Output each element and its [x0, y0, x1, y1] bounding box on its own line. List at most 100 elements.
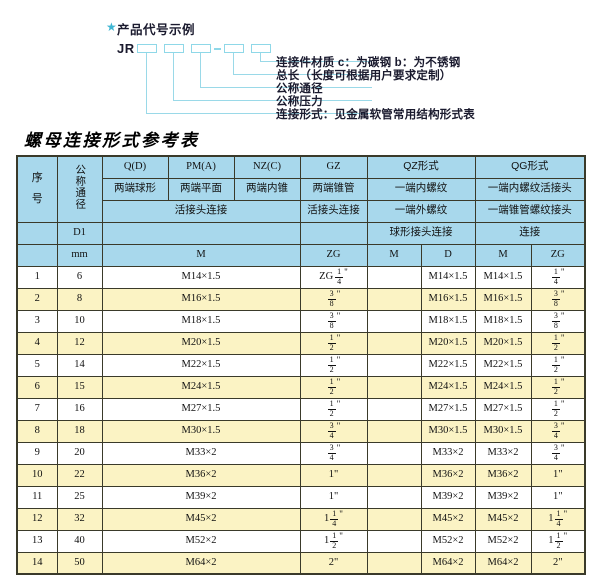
- cell-qz-d: M20×1.5: [420, 331, 476, 355]
- header-desc-gz: 两端锥管: [299, 177, 368, 201]
- cell-qg-zg: 1": [530, 485, 586, 509]
- cell-qz-m: [366, 331, 422, 355]
- cell-seq: 5: [16, 353, 58, 377]
- cell-qz-d: M36×2: [420, 463, 476, 487]
- header-row-units: mm M ZG M D M ZG: [16, 243, 586, 267]
- cell-qz-m: [366, 287, 422, 311]
- code-box-2: [164, 44, 184, 53]
- table-row: 12 32 M45×2 1 1 4 " M45×2 M45×2 1 1 4 ": [16, 507, 586, 531]
- table-row: 4 12 M20×1.5 1 2 " M20×1.5 M20×1.5 1 2 ": [16, 331, 586, 355]
- header-code-q: Q(D): [101, 155, 169, 179]
- header-code-pm: PM(A): [167, 155, 235, 179]
- cell-gz-zg: 1 2 ": [299, 331, 368, 355]
- table-row: 9 20 M33×2 3 4 " M33×2 M33×2 3 4 ": [16, 441, 586, 465]
- header-desc-pm: 两端平面: [167, 177, 235, 201]
- cell-qz-m: [366, 309, 422, 333]
- cell-nominal-dia: 12: [56, 331, 103, 355]
- header-d1-qz: 球形接头连接: [366, 221, 476, 245]
- cell-qg-zg: 1 1 4 ": [530, 507, 586, 531]
- cell-nominal-dia: 16: [56, 397, 103, 421]
- cell-seq: 12: [16, 507, 58, 531]
- table-row: 13 40 M52×2 1 1 2 " M52×2 M52×2 1 1 2 ": [16, 529, 586, 553]
- cell-thread-m: M22×1.5: [101, 353, 301, 377]
- cell-thread-m: M20×1.5: [101, 331, 301, 355]
- cell-thread-m: M36×2: [101, 463, 301, 487]
- header-seq-line1: 序: [31, 172, 43, 185]
- cell-thread-m: M64×2: [101, 551, 301, 575]
- leader-h-3: [200, 87, 372, 89]
- cell-nominal-dia: 22: [56, 463, 103, 487]
- cell-qg-zg: 3 4 ": [530, 441, 586, 465]
- header-d1-blank: [16, 221, 58, 245]
- cell-qz-m: [366, 485, 422, 509]
- cell-qz-m: [366, 529, 422, 553]
- cell-qg-m: M24×1.5: [474, 375, 532, 399]
- header-unit-mm: mm: [56, 243, 103, 267]
- cell-qz-m: [366, 375, 422, 399]
- cell-qz-d: M33×2: [420, 441, 476, 465]
- cell-seq: 1: [16, 265, 58, 289]
- header-d1-gz: [299, 221, 368, 245]
- legend-item-material: 连接件材质 c：为碳钢 b：为不锈钢: [276, 57, 461, 69]
- cell-qg-zg: 1 4 ": [530, 265, 586, 289]
- cell-gz-zg: 3 4 ": [299, 441, 368, 465]
- diagram-title: 产品代号示例: [117, 23, 196, 37]
- leader-h-4: [233, 74, 372, 76]
- cell-qg-m: M45×2: [474, 507, 532, 531]
- code-prefix-label: JR: [117, 41, 135, 56]
- header-desc-qz: 一端内螺纹: [366, 177, 476, 201]
- cell-thread-m: M14×1.5: [101, 265, 301, 289]
- code-box-1: [137, 44, 157, 53]
- cell-thread-m: M27×1.5: [101, 397, 301, 421]
- cell-thread-m: M18×1.5: [101, 309, 301, 333]
- cell-qg-m: M27×1.5: [474, 397, 532, 421]
- cell-thread-m: M52×2: [101, 529, 301, 553]
- code-box-5: [251, 44, 271, 53]
- table-row: 10 22 M36×2 1" M36×2 M36×2 1": [16, 463, 586, 487]
- header-unit-blank: [16, 243, 58, 267]
- header-code-gz: GZ: [299, 155, 368, 179]
- cell-thread-m: M24×1.5: [101, 375, 301, 399]
- cell-nominal-dia: 10: [56, 309, 103, 333]
- legend-item-nominal-pressure: 公称压力: [276, 96, 323, 108]
- cell-seq: 2: [16, 287, 58, 311]
- header-conn-qpmnz: 活接头连接: [101, 199, 301, 223]
- cell-qz-d: M64×2: [420, 551, 476, 575]
- cell-seq: 4: [16, 331, 58, 355]
- cell-thread-m: M45×2: [101, 507, 301, 531]
- cell-nominal-dia: 18: [56, 419, 103, 443]
- cell-nominal-dia: 40: [56, 529, 103, 553]
- header-unit-zg: ZG: [299, 243, 368, 267]
- cell-nominal-dia: 50: [56, 551, 103, 575]
- cell-qz-m: [366, 397, 422, 421]
- legend-item-connection-type: 连接形式：见金属软管常用结构形式表: [276, 109, 475, 121]
- header-seq-line2: 号: [31, 193, 43, 206]
- cell-qg-m: M33×2: [474, 441, 532, 465]
- cell-seq: 9: [16, 441, 58, 465]
- cell-qg-zg: 1 2 ": [530, 397, 586, 421]
- cell-seq: 3: [16, 309, 58, 333]
- cell-qz-d: M16×1.5: [420, 287, 476, 311]
- cell-qg-zg: 1 2 ": [530, 331, 586, 355]
- nut-connection-spec-table: 序号 公称通径 Q(D) PM(A) NZ(C) GZ QZ形式 QG形式 两端…: [16, 155, 586, 575]
- table-row: 5 14 M22×1.5 1 2 " M22×1.5 M22×1.5 1 2 ": [16, 353, 586, 377]
- cell-qg-zg: 1 2 ": [530, 353, 586, 377]
- cell-gz-zg: 1 2 ": [299, 375, 368, 399]
- table-row: 14 50 M64×2 2" M64×2 M64×2 2": [16, 551, 586, 575]
- cell-qz-d: M24×1.5: [420, 375, 476, 399]
- table-row: 8 18 M30×1.5 3 4 " M30×1.5 M30×1.5 3 4 ": [16, 419, 586, 443]
- cell-qz-m: [366, 419, 422, 443]
- table-row: 2 8 M16×1.5 3 8 " M16×1.5 M16×1.5 3 8 ": [16, 287, 586, 311]
- code-box-4: [224, 44, 244, 53]
- cell-qg-zg: 3 8 ": [530, 287, 586, 311]
- legend-item-length: 总长（长度可根据用户要求定制）: [276, 70, 452, 82]
- cell-seq: 6: [16, 375, 58, 399]
- header-d1-qpmnz: [101, 221, 301, 245]
- cell-gz-zg: 3 4 ": [299, 419, 368, 443]
- cell-qg-m: M22×1.5: [474, 353, 532, 377]
- cell-gz-zg: 1 2 ": [299, 353, 368, 377]
- cell-nominal-dia: 25: [56, 485, 103, 509]
- table-row: 3 10 M18×1.5 3 8 " M18×1.5 M18×1.5 3 8 ": [16, 309, 586, 333]
- cell-gz-zg: 1 1 4 ": [299, 507, 368, 531]
- cell-nominal-dia: 14: [56, 353, 103, 377]
